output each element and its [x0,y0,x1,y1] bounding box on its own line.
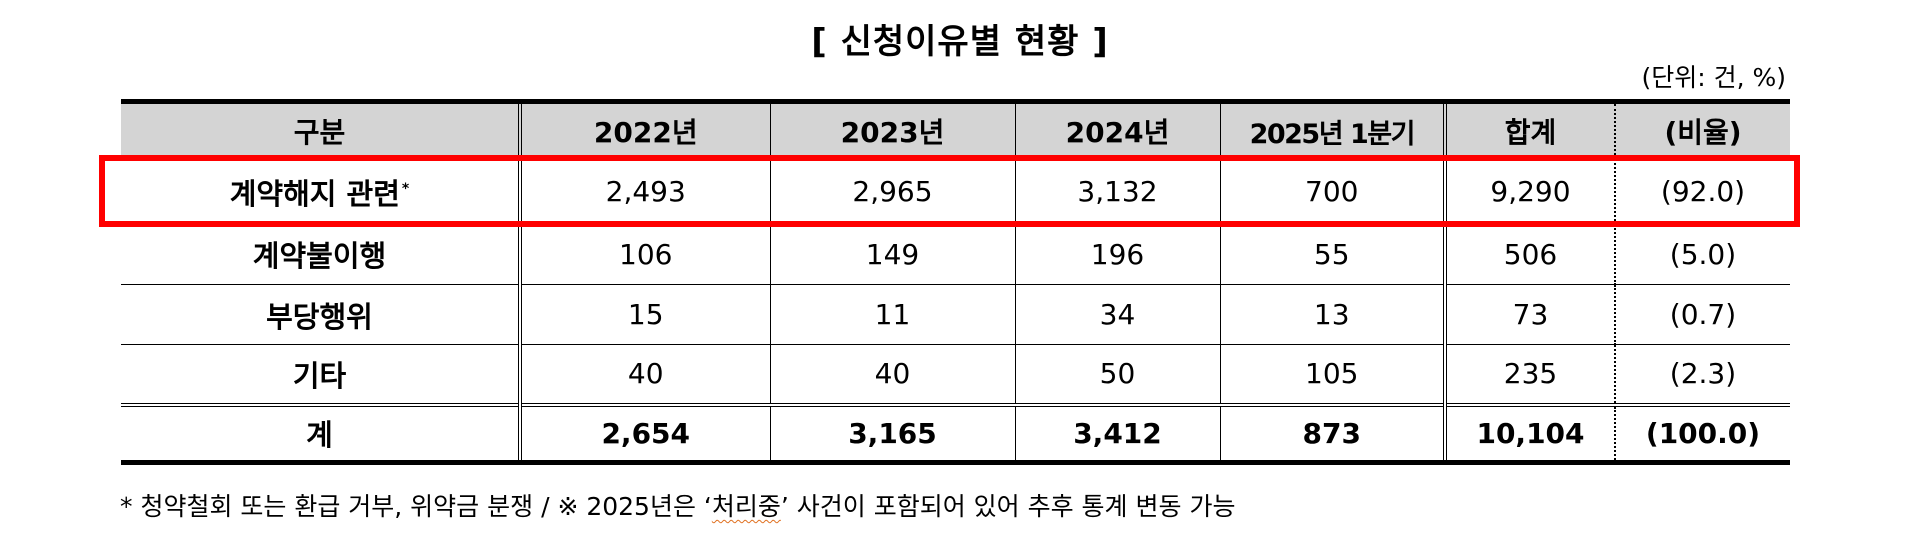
status-table: 구분 2022년 2023년 2024년 2025년 1분기 합계 (비율) 계… [121,99,1790,465]
cell-2025-q1: 13 [1219,284,1445,345]
cell-2023: 149 [769,224,1015,285]
row-label-text: 계약해지 관련 [229,176,400,211]
table-row: 부당행위 15 11 34 13 73 (0.7) [121,284,1790,345]
table-row: 계약불이행 106 149 196 55 506 (5.0) [121,224,1790,285]
row-label: 계약불이행 [252,239,387,274]
cell-ratio: (0.7) [1614,284,1790,345]
footnote-mark: * [401,180,410,197]
total-2025-q1: 873 [1219,404,1445,463]
header-ratio: (비율) [1614,101,1790,159]
cell-2022: 15 [518,284,770,345]
cell-total: 506 [1443,224,1615,285]
cell-2024: 196 [1014,224,1220,285]
header-total: 합계 [1443,101,1615,159]
header-category: 구분 [293,116,346,150]
table-row: 계약해지 관련 * 2,493 2,965 3,132 700 9,290 (92… [121,158,1790,225]
total-2023: 3,165 [769,404,1015,463]
cell-2023: 40 [769,344,1015,405]
cell-2023: 11 [769,284,1015,345]
cell-2025-q1: 700 [1219,158,1445,225]
unit-note: (단위: 건, %) [1641,63,1786,92]
footnote-part1: * 청약철회 또는 환급 거부, 위약금 분쟁 / ※ 2025년은 ‘ [120,492,712,521]
total-ratio: (100.0) [1614,404,1790,463]
row-label: 계약해지 관련 * [121,159,520,225]
footnote: * 청약철회 또는 환급 거부, 위약금 분쟁 / ※ 2025년은 ‘처리중’… [120,487,1235,523]
total-row: 계 2,654 3,165 3,412 873 10,104 (100.0) [121,404,1790,463]
cell-2024: 50 [1014,344,1220,405]
cell-total: 9,290 [1443,158,1615,225]
header-2024: 2024년 [1014,101,1220,159]
cell-2025-q1: 55 [1219,224,1445,285]
total-2022: 2,654 [518,404,770,463]
cell-2022: 2,493 [518,158,770,225]
row-label: 기타 [292,358,347,393]
row-label: 부당행위 [266,299,373,334]
cell-2023: 2,965 [769,158,1015,225]
cell-ratio: (5.0) [1614,224,1790,285]
cell-2022: 40 [518,344,770,405]
cell-2024: 34 [1014,284,1220,345]
cell-total: 73 [1443,284,1615,345]
table-row: 기타 40 40 50 105 235 (2.3) [121,344,1790,405]
header-row: 구분 2022년 2023년 2024년 2025년 1분기 합계 (비율) [121,101,1790,159]
footnote-part2: ’ 사건이 포함되어 있어 추후 통계 변동 가능 [780,492,1236,521]
total-label: 계 [306,418,333,453]
cell-total: 235 [1443,344,1615,405]
cell-2024: 3,132 [1014,158,1220,225]
cell-ratio: (92.0) [1614,158,1790,225]
table-title: [ 신청이유별 현황 ] [811,22,1109,62]
cell-2022: 106 [518,224,770,285]
cell-ratio: (2.3) [1614,344,1790,405]
cell-2025-q1: 105 [1219,344,1445,405]
total-2024: 3,412 [1014,404,1220,463]
total-sum: 10,104 [1443,404,1615,463]
footnote-spellcheck-word: 처리중 [711,492,781,521]
header-2023: 2023년 [769,101,1015,159]
header-2022: 2022년 [518,101,770,159]
header-2025-q1: 2025년 1분기 [1219,101,1445,159]
